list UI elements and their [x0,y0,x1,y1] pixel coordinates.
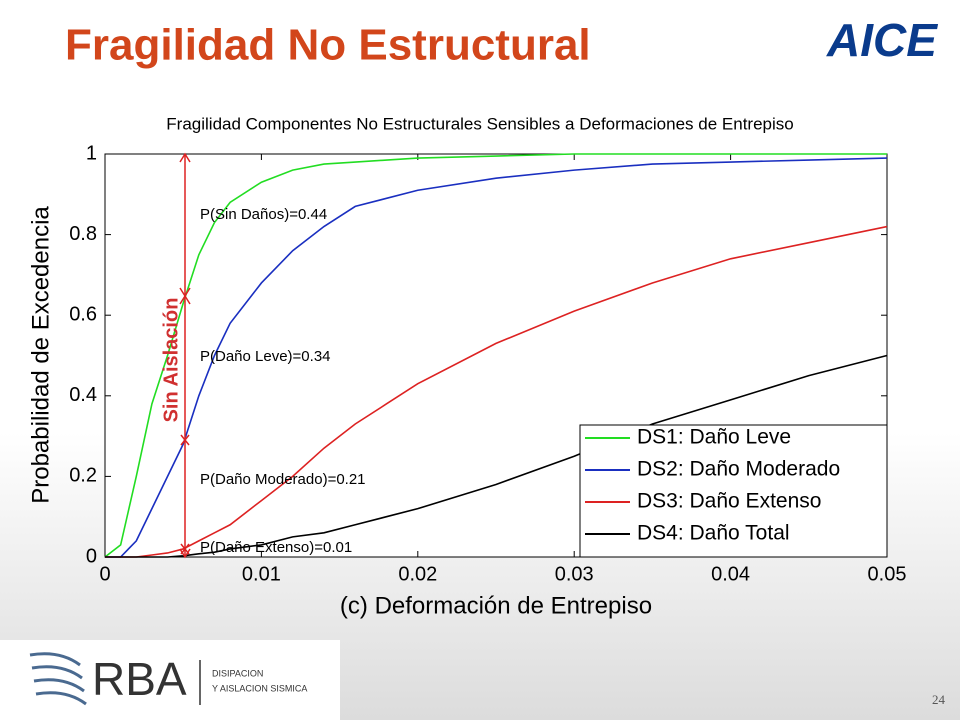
footer-line: Y AISLACION SISMICA [212,683,307,693]
legend-label: DS4: Daño Total [637,522,790,545]
footer-line: DISIPACION [212,668,263,678]
logo: AICE [826,14,938,66]
y-tick-label: 0 [86,545,97,567]
x-tick-label: 0.04 [711,563,750,585]
legend-box [579,424,888,558]
y-tick-label: 0.6 [69,303,97,325]
x-axis-label: (c) Deformación de Entrepiso [340,592,652,619]
y-tick-label: 0.8 [69,223,97,245]
y-tick-label: 0.4 [69,384,97,406]
cross-mark [180,434,190,446]
footer-icon [29,652,87,706]
legend-label: DS2: Daño Moderado [637,458,840,481]
arrow-head [179,152,191,163]
y-axis-label: Probabilidad de Excedencia [27,206,54,504]
annotation-rotated: Sin Aislación [160,298,182,423]
annotation: P(Daño Extenso)=0.01 [200,539,352,556]
series-line [104,153,887,558]
page-number: 24 [932,692,946,707]
x-tick-label: 0.03 [555,563,594,585]
annotation: P(Daño Leve)=0.34 [200,348,331,365]
x-tick-label: 0.02 [398,563,437,585]
series-line [105,157,888,558]
legend-label: DS1: Daño Leve [637,426,791,449]
y-tick-label: 1 [86,142,97,164]
legend-label: DS3: Daño Extenso [637,490,821,513]
cross-mark [180,543,190,555]
annotation: P(Sin Daños)=0.44 [200,206,327,223]
x-tick-label: 0 [99,563,110,585]
x-tick-label: 0.05 [868,563,907,585]
x-tick-label: 0.01 [242,563,281,585]
arrow-head [179,287,191,298]
chart-title: Fragilidad Componentes No Estructurales … [166,114,793,133]
y-tick-label: 0.2 [69,465,97,487]
slide-title: Fragilidad No Estructural [65,21,591,70]
annotation: P(Daño Moderado)=0.21 [200,471,366,488]
series-line [105,225,888,558]
arrow-head [179,548,191,559]
footer-brand: RBA [92,653,187,705]
